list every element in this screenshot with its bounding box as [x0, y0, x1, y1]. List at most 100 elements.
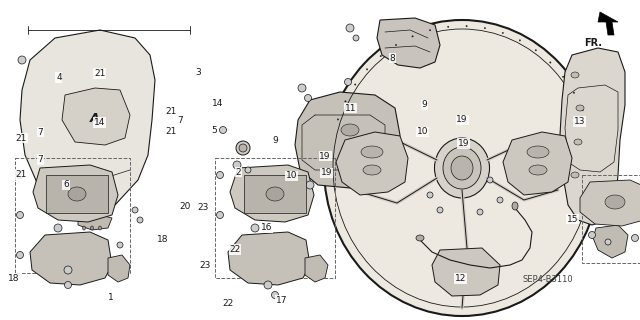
Ellipse shape [429, 29, 431, 31]
Ellipse shape [17, 252, 24, 259]
Ellipse shape [345, 100, 346, 102]
Ellipse shape [380, 55, 381, 57]
Ellipse shape [529, 165, 547, 175]
Polygon shape [108, 255, 130, 282]
Bar [215, 158, 335, 278]
Ellipse shape [632, 235, 639, 242]
Ellipse shape [346, 24, 354, 32]
Text: 23: 23 [198, 203, 209, 212]
Text: 22: 22 [229, 245, 241, 254]
Text: 19: 19 [458, 139, 469, 148]
Ellipse shape [502, 32, 504, 34]
Ellipse shape [571, 172, 579, 178]
Ellipse shape [582, 109, 583, 111]
Ellipse shape [216, 212, 223, 219]
Ellipse shape [344, 78, 351, 85]
Ellipse shape [573, 92, 575, 93]
Text: 15: 15 [567, 215, 579, 224]
Text: 12: 12 [455, 274, 467, 283]
Ellipse shape [366, 68, 368, 70]
Text: 14: 14 [94, 118, 106, 127]
Ellipse shape [363, 165, 381, 175]
Ellipse shape [251, 224, 259, 232]
Polygon shape [593, 225, 628, 258]
Ellipse shape [117, 242, 123, 248]
Ellipse shape [497, 197, 503, 203]
Ellipse shape [90, 226, 93, 230]
Ellipse shape [576, 105, 584, 111]
Ellipse shape [132, 207, 138, 213]
Ellipse shape [305, 94, 312, 101]
Ellipse shape [416, 235, 424, 241]
Polygon shape [20, 30, 155, 218]
Text: 10: 10 [286, 172, 298, 180]
Ellipse shape [571, 72, 579, 78]
Ellipse shape [591, 192, 599, 198]
Text: SEP4-B3110: SEP4-B3110 [522, 276, 573, 284]
Ellipse shape [220, 126, 227, 133]
Text: 9: 9 [273, 136, 278, 145]
Ellipse shape [83, 226, 86, 230]
Ellipse shape [535, 50, 536, 51]
Ellipse shape [337, 119, 339, 120]
Text: 2: 2 [236, 168, 241, 177]
Ellipse shape [17, 172, 24, 179]
Polygon shape [62, 88, 130, 145]
Bar [46, 175, 108, 213]
Text: 7: 7 [38, 155, 43, 164]
Text: 19: 19 [321, 168, 332, 177]
Ellipse shape [484, 28, 486, 29]
Polygon shape [305, 255, 328, 282]
Polygon shape [78, 215, 112, 230]
Ellipse shape [65, 282, 72, 289]
Text: 17: 17 [276, 296, 287, 305]
Ellipse shape [574, 139, 582, 145]
Text: 7: 7 [178, 116, 183, 125]
Ellipse shape [605, 239, 611, 245]
Ellipse shape [412, 36, 413, 37]
Polygon shape [228, 232, 310, 285]
Text: 23: 23 [199, 261, 211, 270]
Polygon shape [598, 12, 618, 35]
Polygon shape [336, 132, 408, 195]
Text: 22: 22 [222, 300, 234, 308]
Bar [244, 175, 306, 213]
Text: 7: 7 [38, 128, 43, 137]
Ellipse shape [361, 146, 383, 158]
Polygon shape [377, 18, 440, 68]
Ellipse shape [324, 20, 600, 316]
Text: 6: 6 [63, 180, 68, 189]
Text: 5: 5 [211, 126, 216, 135]
Ellipse shape [451, 156, 473, 180]
Ellipse shape [137, 217, 143, 223]
Ellipse shape [306, 181, 314, 189]
Text: 16: 16 [260, 223, 272, 232]
Ellipse shape [355, 84, 356, 85]
Text: 9: 9 [422, 100, 427, 109]
Ellipse shape [271, 292, 278, 299]
Polygon shape [580, 180, 640, 226]
Text: FR.: FR. [584, 38, 602, 48]
Ellipse shape [68, 187, 86, 201]
Text: 20: 20 [179, 202, 191, 211]
Bar [582, 175, 640, 263]
Polygon shape [432, 248, 500, 296]
Text: 19: 19 [319, 152, 331, 161]
Ellipse shape [466, 25, 467, 27]
Ellipse shape [266, 187, 284, 201]
Text: 21: 21 [94, 69, 106, 78]
Ellipse shape [437, 207, 443, 213]
Text: 21: 21 [166, 107, 177, 116]
Ellipse shape [245, 167, 251, 173]
Ellipse shape [264, 281, 272, 289]
Ellipse shape [589, 231, 595, 238]
Ellipse shape [443, 147, 481, 189]
Text: 3: 3 [196, 68, 201, 77]
Ellipse shape [18, 56, 26, 64]
Text: 13: 13 [574, 117, 586, 126]
Ellipse shape [298, 84, 306, 92]
Ellipse shape [605, 195, 625, 209]
Ellipse shape [519, 40, 520, 41]
Polygon shape [30, 232, 112, 285]
Ellipse shape [353, 35, 359, 41]
